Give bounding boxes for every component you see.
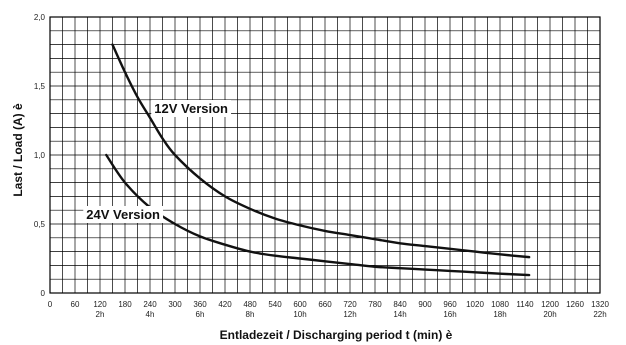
x-hour-label: 8h xyxy=(246,310,255,319)
y-tick-label: 0 xyxy=(41,289,46,298)
series-labels: 12V Version 24V Version xyxy=(83,100,232,223)
y-axis-title: Last / Load (A) è xyxy=(11,103,25,197)
x-tick-label: 960 xyxy=(443,300,457,309)
series-label-2: 24V Version xyxy=(86,207,160,222)
x-tick-label: 1260 xyxy=(566,300,584,309)
series-label-background xyxy=(83,206,164,223)
x-hour-label: 6h xyxy=(196,310,205,319)
x-hour-label: 12h xyxy=(343,310,356,319)
x-hour-label: 16h xyxy=(443,310,456,319)
x-tick-label: 60 xyxy=(71,300,80,309)
x-tick-label: 480 xyxy=(243,300,257,309)
x-tick-label: 660 xyxy=(318,300,332,309)
grid xyxy=(49,16,601,294)
y-tick-label: 2,0 xyxy=(34,13,46,22)
x-axis-title: Entladezeit / Discharging period t (min)… xyxy=(220,328,453,342)
x-tick-label: 780 xyxy=(368,300,382,309)
x-hour-label: 18h xyxy=(493,310,506,319)
x-tick-label: 1200 xyxy=(541,300,559,309)
x-axis-ticks: 0 60 120 180 240 300 360 420 480 540 600 660 720 780 8… xyxy=(48,300,610,319)
x-tick-label: 900 xyxy=(418,300,432,309)
plot-frame xyxy=(49,16,601,294)
series-label-1: 12V Version xyxy=(154,101,228,116)
series-label-group-1: 12V Version xyxy=(151,100,232,117)
x-tick-label: 420 xyxy=(218,300,232,309)
x-tick-label: 300 xyxy=(168,300,182,309)
x-hour-label: 2h xyxy=(96,310,105,319)
x-tick-label: 120 xyxy=(93,300,107,309)
x-tick-label: 1020 xyxy=(466,300,484,309)
series-line-1 xyxy=(111,43,531,259)
x-hour-label: 4h xyxy=(146,310,155,319)
y-tick-label: 1,5 xyxy=(34,82,46,91)
x-hour-label: 14h xyxy=(393,310,406,319)
x-tick-label: 180 xyxy=(118,300,132,309)
y-tick-label: 1,0 xyxy=(34,151,46,160)
series-lines xyxy=(105,43,531,277)
x-hour-label: 20h xyxy=(543,310,556,319)
series-line-2 xyxy=(105,153,531,277)
x-tick-label: 840 xyxy=(393,300,407,309)
series-label-group-2: 24V Version xyxy=(83,206,164,223)
x-tick-label: 1080 xyxy=(491,300,509,309)
x-tick-label: 0 xyxy=(48,300,53,309)
y-axis-ticks: 0 0,5 1,0 1,5 2,0 xyxy=(34,13,46,298)
x-tick-label: 540 xyxy=(268,300,282,309)
x-tick-label: 600 xyxy=(293,300,307,309)
x-tick-label: 1140 xyxy=(516,300,534,309)
series-label-background xyxy=(151,100,232,117)
x-tick-label: 720 xyxy=(343,300,357,309)
x-tick-label: 1320 xyxy=(591,300,609,309)
x-hour-label: 22h xyxy=(593,310,606,319)
x-tick-label: 360 xyxy=(193,300,207,309)
x-hour-label: 10h xyxy=(293,310,306,319)
x-tick-label: 240 xyxy=(143,300,157,309)
y-tick-label: 0,5 xyxy=(34,220,46,229)
